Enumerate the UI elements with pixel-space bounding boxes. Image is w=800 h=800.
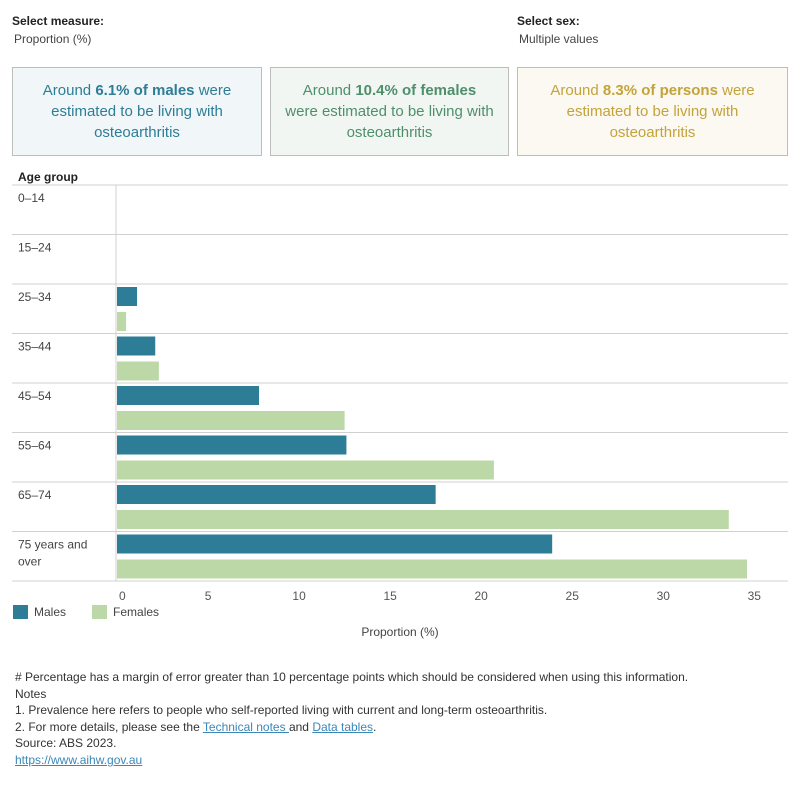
x-tick-label: 30: [657, 589, 671, 603]
sex-filter-label: Select sex:: [517, 14, 580, 28]
category-label: 15–24: [18, 241, 52, 255]
persons-highlight: 8.3% of persons: [602, 82, 718, 99]
age-group-bar-chart: Age group 0–14 15–24 25–34 35–44 45–54 55–64 65…: [12, 170, 788, 639]
females-bar: [117, 312, 127, 331]
males-bar: [117, 336, 156, 356]
footnotes: # Percentage has a margin of error great…: [15, 669, 688, 769]
data-tables-link[interactable]: Data tables: [312, 719, 374, 734]
measure-filter-label: Select measure:: [12, 14, 105, 28]
x-tick-label: 5: [205, 589, 212, 603]
males-bar: [117, 435, 347, 455]
males-summary-card: Around 6.1% of males were estimated to b…: [12, 67, 262, 156]
x-tick-label: 25: [566, 589, 580, 603]
sex-filter-value[interactable]: Multiple values: [519, 32, 599, 46]
x-tick-label: 35: [748, 589, 762, 603]
margin-note: # Percentage has a margin of error great…: [15, 670, 689, 684]
persons-summary-card: Around 8.3% of persons were estimated to…: [517, 67, 788, 156]
females-bar: [117, 411, 345, 430]
females-bar: [117, 361, 159, 381]
males-bar: [117, 386, 260, 405]
notes-heading: Notes: [15, 686, 47, 701]
x-tick-label: 20: [474, 589, 488, 603]
legend: Males Females: [13, 605, 159, 619]
males-bar: [117, 534, 553, 554]
females-bar: [117, 510, 729, 529]
females-bar: [117, 460, 494, 480]
category-label: 55–64: [18, 439, 52, 453]
females-highlight: 10.4% of females: [355, 82, 477, 99]
category-label: 35–44: [18, 340, 52, 354]
note-2: 2. For more details, please see the Tech…: [15, 719, 377, 734]
x-tick-label: 10: [292, 589, 306, 603]
technical-notes-link[interactable]: Technical notes: [202, 719, 289, 734]
females-legend-swatch[interactable]: [92, 605, 108, 619]
males-legend-swatch[interactable]: [13, 605, 28, 619]
category-label: 0–14: [18, 191, 45, 205]
males-bar: [117, 287, 138, 306]
males-legend-label[interactable]: Males: [34, 605, 67, 619]
category-label: 75 years and over: [18, 538, 87, 569]
x-tick-label: 15: [383, 589, 397, 603]
females-legend-label[interactable]: Females: [113, 605, 160, 619]
measure-filter-value[interactable]: Proportion (%): [14, 32, 92, 46]
x-tick-label: 0: [119, 589, 126, 603]
category-label: 65–74: [18, 488, 52, 502]
source: Source: ABS 2023.: [15, 736, 117, 751]
females-summary-card: Around 10.4% of females were estimated t…: [270, 67, 509, 156]
males-highlight: 6.1% of males: [95, 82, 195, 99]
females-bar: [117, 559, 747, 579]
x-axis-title: Proportion (%): [361, 625, 438, 639]
category-label: 45–54: [18, 389, 52, 403]
note-1: 1. Prevalence here refers to people who …: [15, 703, 548, 718]
y-axis-title: Age group: [18, 170, 78, 184]
males-bar: [117, 485, 436, 504]
category-label: 25–34: [18, 290, 52, 304]
aihw-url-link[interactable]: https://www.aihw.gov.au: [15, 752, 143, 767]
